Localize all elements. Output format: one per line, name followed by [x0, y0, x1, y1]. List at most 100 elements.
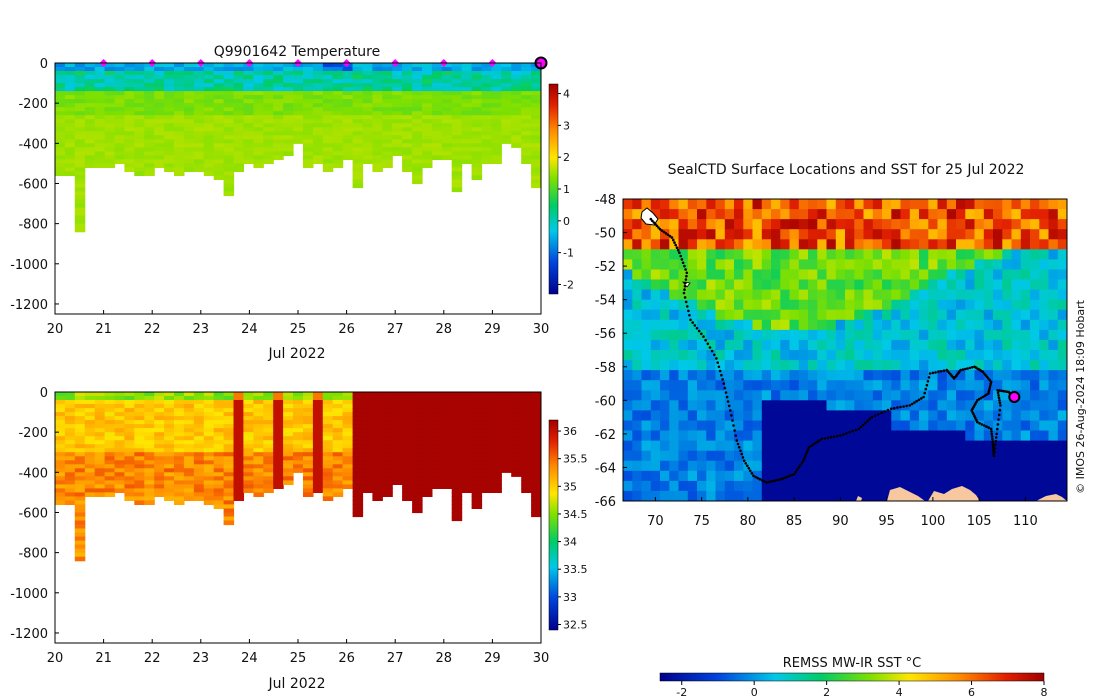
profile-cell — [501, 424, 512, 429]
profile-cell — [183, 159, 195, 164]
profile-cell — [193, 91, 205, 96]
sst-cell — [826, 269, 837, 281]
x-tick-label: 26 — [338, 651, 355, 666]
profile-cell — [283, 396, 294, 401]
profile-cell — [104, 452, 116, 457]
sst-cell — [1011, 199, 1022, 210]
profile-cell — [372, 448, 383, 453]
profile-cell — [124, 131, 135, 136]
profile-cell — [74, 63, 86, 68]
profile-cell — [243, 143, 254, 148]
sst-cell — [706, 350, 717, 361]
profile-cell — [491, 424, 502, 429]
sst-cell — [983, 470, 994, 482]
profile-cell — [422, 492, 433, 497]
profile-cell — [471, 444, 483, 449]
profile-cell — [74, 187, 86, 193]
profile-cell — [174, 492, 185, 497]
profile-cell — [124, 163, 135, 168]
sst-cell — [734, 400, 744, 411]
profile-cell — [183, 87, 195, 92]
profile-cell — [422, 420, 433, 425]
profile-cell — [471, 107, 483, 112]
profile-cell — [422, 103, 433, 108]
profile-cell — [501, 79, 512, 84]
sst-cell — [706, 470, 717, 482]
track-point — [770, 480, 773, 483]
sst-cell — [974, 370, 985, 381]
profile-cell — [74, 119, 86, 124]
sst-cell — [715, 299, 726, 311]
profile-cell — [64, 416, 76, 421]
sst-cell — [771, 450, 781, 462]
sst-cell — [660, 289, 670, 301]
profile-cell — [511, 448, 522, 453]
sst-cell — [752, 199, 763, 210]
profile-cell — [352, 484, 364, 489]
profile-cell — [342, 107, 354, 112]
sst-cell — [623, 209, 633, 220]
track-point — [722, 382, 726, 385]
sst-cell — [780, 309, 791, 321]
y-tick-label: 0 — [40, 57, 48, 72]
profile-cell — [203, 155, 215, 160]
sst-cell — [983, 350, 994, 361]
sst-cell — [808, 239, 818, 250]
sst-cell — [660, 309, 670, 321]
profile-cell — [312, 452, 324, 457]
profile-cell — [501, 468, 512, 473]
sst-cell — [965, 360, 976, 371]
profile-cell — [481, 99, 492, 104]
sst-cell — [845, 440, 855, 452]
profile-cell — [154, 139, 165, 144]
track-point — [864, 421, 867, 425]
sst-colorbar-tick-label: 4 — [896, 686, 903, 699]
sst-cell — [715, 390, 726, 401]
profile-cell — [422, 468, 433, 473]
sst-cell — [780, 470, 791, 482]
sst-cell — [715, 229, 726, 240]
profile-cell — [511, 79, 522, 84]
profile-cell — [531, 71, 541, 76]
sst-cell — [817, 370, 828, 381]
sst-cell — [937, 269, 948, 281]
profile-cell — [362, 392, 373, 397]
profile-cell — [392, 151, 403, 156]
sst-cell — [956, 440, 966, 452]
profile-cell — [203, 143, 215, 148]
sst-cell — [900, 309, 911, 321]
profile-cell — [322, 147, 334, 152]
profile-cell — [441, 400, 453, 405]
profile-cell — [412, 432, 423, 437]
sst-cell — [771, 370, 781, 381]
track-point — [688, 314, 691, 317]
profile-cell — [481, 67, 492, 72]
profile-cell — [203, 127, 215, 132]
profile-cell — [243, 111, 254, 116]
sst-cell — [761, 339, 772, 351]
profile-cell — [94, 115, 106, 120]
track-point — [809, 444, 813, 448]
profile-cell — [213, 500, 225, 505]
sst-cell — [946, 329, 957, 341]
sst-cell — [983, 410, 994, 422]
salinity-xlabel: Jul 2022 — [268, 676, 326, 692]
profile-cell — [114, 440, 125, 445]
sst-cell — [808, 309, 818, 321]
profile-cell — [223, 420, 235, 425]
profile-cell — [154, 143, 165, 148]
profile-cell — [362, 440, 373, 445]
profile-cell — [273, 400, 284, 405]
profile-cell — [223, 468, 235, 473]
profile-cell — [402, 103, 413, 108]
profile-cell — [124, 119, 135, 124]
lon-tick-label: 75 — [693, 514, 710, 529]
profile-cell — [55, 440, 66, 445]
sst-cell — [761, 329, 772, 341]
profile-cell — [124, 404, 135, 409]
sst-cell — [724, 319, 735, 331]
sst-cell — [743, 299, 754, 311]
sst-cell — [761, 390, 772, 401]
sst-cell — [650, 470, 661, 482]
profile-cell — [263, 412, 274, 417]
